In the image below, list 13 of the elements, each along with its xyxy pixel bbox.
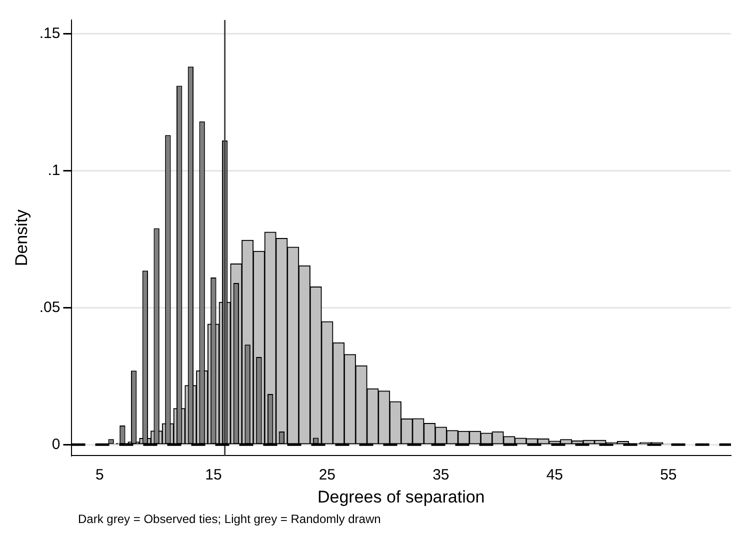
- y-axis-title: Density: [12, 208, 31, 266]
- y-tick-label: 0: [52, 436, 60, 453]
- x-tick-label: 15: [205, 466, 222, 484]
- y-tick-label: .05: [39, 298, 60, 316]
- x-axis-title: Degrees of separation: [317, 487, 485, 506]
- x-tick-label: 5: [96, 466, 104, 484]
- y-tick-label: .15: [39, 24, 60, 42]
- x-tick-label: 35: [432, 466, 450, 484]
- x-tick-label: 25: [318, 466, 336, 484]
- x-tick-label: 45: [546, 466, 564, 484]
- y-tick-label: .1: [48, 162, 60, 179]
- text: Dark grey = Observed ties; Light grey = Randomly drawn: [78, 512, 382, 526]
- x-tick-label: 55: [660, 466, 677, 484]
